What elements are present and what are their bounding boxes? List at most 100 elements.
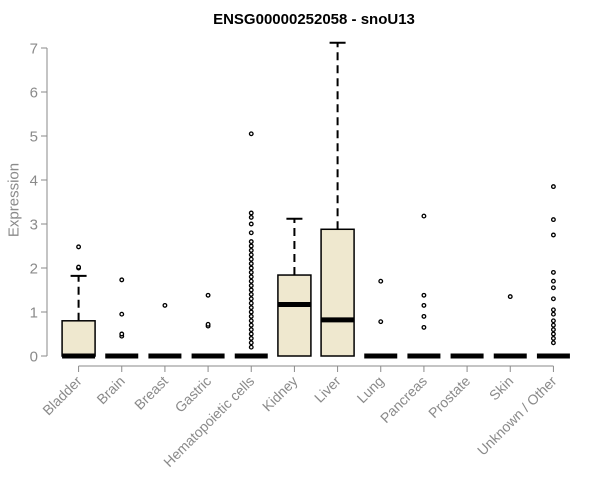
- outlier-point: [378, 278, 384, 284]
- box-5: [234, 131, 268, 359]
- y-tick-label: 1: [30, 304, 38, 321]
- box-9: [407, 213, 441, 359]
- outlier-point: [550, 307, 556, 313]
- box-1: [61, 244, 96, 359]
- y-tick-label: 5: [30, 128, 38, 145]
- outlier-point: [248, 340, 254, 346]
- outlier-point: [248, 296, 254, 302]
- outlier-point: [550, 335, 556, 341]
- y-tick-label: 2: [30, 260, 38, 277]
- outlier-point: [248, 322, 254, 328]
- outlier-point: [550, 269, 556, 275]
- outlier-point: [119, 331, 125, 337]
- outlier-point: [248, 300, 254, 306]
- outlier-point: [76, 244, 82, 250]
- box-7: [320, 41, 355, 357]
- outlier-point: [248, 261, 254, 267]
- outlier-point: [378, 319, 384, 325]
- x-tick-label: Lung: [354, 373, 387, 406]
- outlier-point: [248, 210, 254, 216]
- box-body: [277, 274, 312, 357]
- y-axis-label: Expression: [5, 163, 22, 237]
- outlier-point: [248, 274, 254, 280]
- outlier-point: [248, 331, 254, 337]
- outlier-point: [119, 277, 125, 283]
- outlier-point: [550, 327, 556, 333]
- outlier-point: [248, 230, 254, 236]
- outlier-point: [550, 285, 556, 291]
- box-4: [191, 292, 225, 359]
- outlier-point: [550, 278, 556, 284]
- outlier-point: [550, 322, 556, 328]
- outlier-point: [550, 184, 556, 190]
- x-tick-label: Gastric: [172, 373, 215, 416]
- outlier-point: [550, 331, 556, 337]
- outlier-point: [421, 213, 427, 219]
- box-2: [105, 277, 139, 359]
- outlier-point: [550, 318, 556, 324]
- outlier-point: [507, 294, 513, 300]
- outlier-point: [421, 324, 427, 330]
- outlier-point: [248, 335, 254, 341]
- outlier-point: [119, 311, 125, 317]
- box-body: [320, 228, 355, 357]
- y-tick-label: 0: [30, 348, 38, 365]
- outlier-point: [248, 214, 254, 220]
- box-12: [536, 184, 570, 359]
- x-tick-label: Bladder: [39, 373, 85, 419]
- x-tick-label: Breast: [131, 373, 171, 413]
- outlier-point: [248, 313, 254, 319]
- outlier-point: [248, 287, 254, 293]
- outlier-point: [550, 217, 556, 223]
- y-tick-label: 4: [30, 172, 38, 189]
- outlier-point: [248, 131, 254, 137]
- box-series: [61, 41, 570, 359]
- box-11: [493, 294, 527, 359]
- outlier-point: [248, 278, 254, 284]
- outlier-point: [421, 292, 427, 298]
- x-tick-label: Brain: [93, 373, 127, 407]
- outlier-point: [550, 296, 556, 302]
- x-tick-label: Skin: [486, 373, 517, 404]
- x-tick-label: Pancreas: [377, 373, 430, 426]
- outlier-point: [248, 305, 254, 311]
- y-tick-label: 7: [30, 40, 38, 57]
- box-body: [61, 320, 96, 357]
- outlier-point: [248, 243, 254, 249]
- outlier-point: [248, 327, 254, 333]
- y-tick-label: 3: [30, 216, 38, 233]
- outlier-point: [248, 239, 254, 245]
- chart-title: ENSG00000252058 - snoU13: [213, 11, 415, 28]
- outlier-point: [248, 221, 254, 227]
- box-3: [148, 302, 182, 359]
- x-tick-label: Unknown / Other: [474, 373, 560, 459]
- outlier-point: [550, 311, 556, 317]
- box-6: [277, 217, 312, 357]
- outlier-point: [248, 256, 254, 262]
- x-tick-label: Liver: [311, 373, 344, 406]
- outlier-point: [550, 340, 556, 346]
- outlier-point: [205, 321, 211, 327]
- outlier-point: [248, 309, 254, 315]
- outlier-point: [248, 252, 254, 258]
- y-tick-label: 6: [30, 84, 38, 101]
- box-8: [364, 278, 398, 359]
- x-tick-label: Kidney: [259, 373, 301, 415]
- outlier-point: [76, 264, 82, 270]
- outlier-point: [162, 302, 168, 308]
- outlier-point: [248, 344, 254, 350]
- outlier-point: [248, 247, 254, 253]
- outlier-point: [550, 232, 556, 238]
- x-tick-label: Prostate: [425, 373, 473, 421]
- outlier-point: [248, 318, 254, 324]
- outlier-point: [421, 302, 427, 308]
- outlier-point: [248, 291, 254, 297]
- outlier-point: [205, 292, 211, 298]
- outlier-point: [248, 283, 254, 289]
- outlier-point: [248, 269, 254, 275]
- outlier-point: [248, 265, 254, 271]
- y-axis: 0 1 2 3 4 5 6 7: [30, 40, 48, 365]
- outlier-point: [421, 313, 427, 319]
